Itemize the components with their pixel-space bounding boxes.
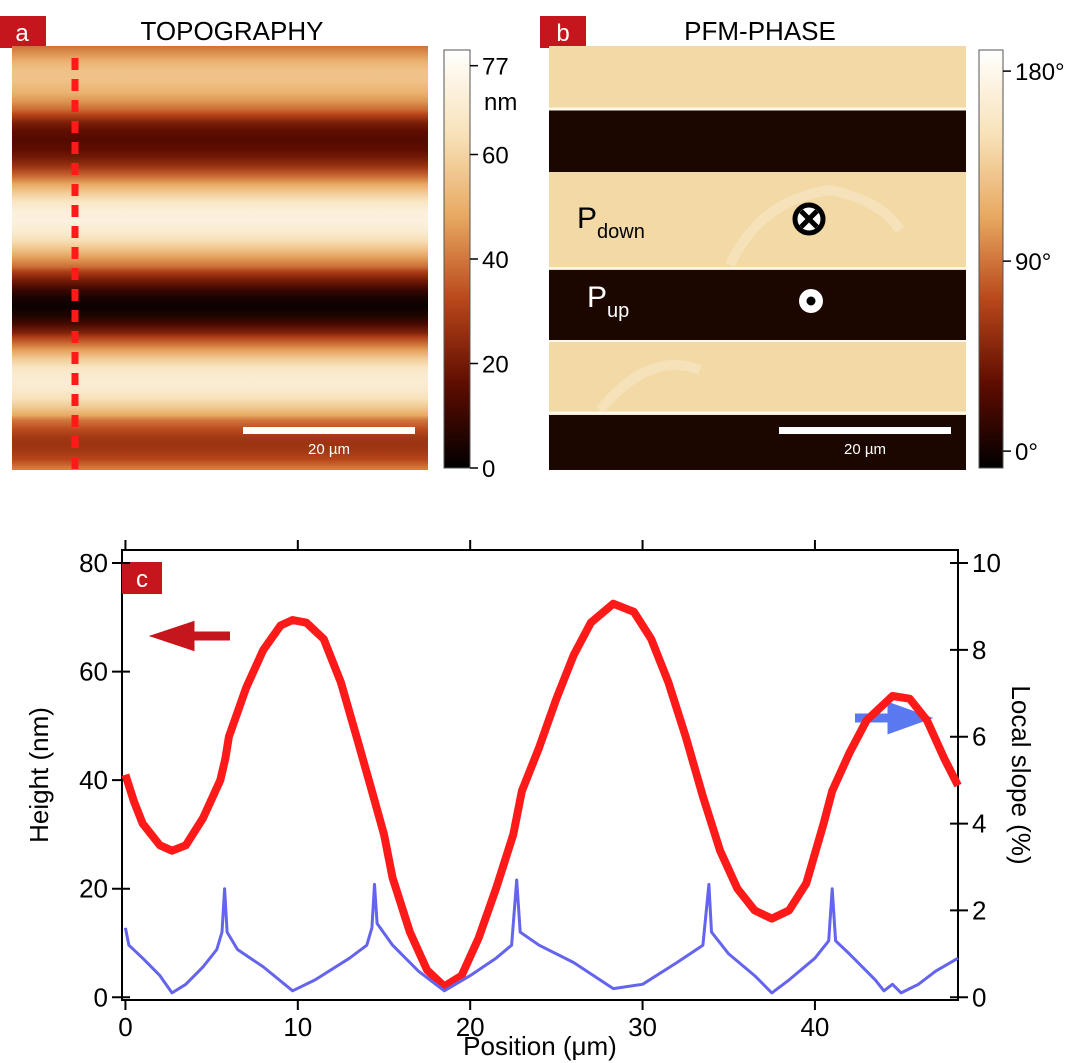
colorbar-tick-label: 77 [482, 54, 509, 81]
y2-tick-label: 10 [972, 548, 1001, 578]
p-up-label: Pup [587, 281, 629, 322]
p-sub: up [607, 300, 629, 322]
panel-title: PFM-PHASE [684, 16, 836, 46]
y-tick-label: 40 [79, 765, 108, 795]
panel-label: a [15, 20, 29, 47]
data-line [121, 599, 962, 991]
panel-title: TOPOGRAPHY [140, 16, 323, 46]
x-tick-label: 10 [283, 1012, 312, 1042]
y2-axis-label: Local slope (%) [1006, 685, 1036, 864]
colorbar-unit: nm [484, 89, 517, 116]
panel-label: c [136, 566, 148, 593]
y-tick-label: 80 [79, 548, 108, 578]
p-sub: down [597, 221, 645, 243]
y2-tick-label: 4 [972, 809, 986, 839]
p-main: P [577, 202, 597, 235]
plot-frame [121, 549, 959, 1001]
scale-bar-label: 20 µm [308, 441, 350, 458]
x-tick-label: 40 [800, 1012, 829, 1042]
panel-label-box [0, 16, 46, 48]
colorbar-tick-label: 40 [482, 247, 509, 274]
into-plane-symbol [792, 202, 826, 236]
p-down-label: Pdown [577, 202, 645, 243]
colorbar-tick-label: 20 [482, 352, 509, 379]
x-axis-label: Position (μm) [463, 1031, 617, 1061]
scale-bar [779, 427, 951, 434]
scale-bar-label: 20 µm [844, 441, 886, 458]
x-tick-label: 20 [456, 1012, 485, 1042]
pfm-image [549, 46, 966, 470]
x-tick-label: 0 [118, 1012, 132, 1042]
colorbar-tick-label: 60 [482, 143, 509, 170]
out-of-plane-symbol [799, 289, 823, 313]
panel-label-box [540, 16, 586, 48]
colorbar-tick-label: 0 [482, 456, 495, 483]
right-axis-arrow [855, 701, 934, 735]
colorbar-tick-label: 0° [1015, 439, 1038, 466]
y2-tick-label: 8 [972, 635, 986, 665]
p-main: P [587, 281, 607, 314]
y-axis-label: Height (nm) [24, 707, 54, 843]
panel-label-box [122, 562, 162, 594]
colorbar [443, 49, 471, 469]
panel-label: b [556, 20, 569, 47]
data-line [123, 878, 959, 995]
y-tick-label: 60 [79, 657, 108, 687]
colorbar [978, 49, 1004, 469]
topography-image [12, 46, 428, 470]
y-tick-label: 0 [94, 982, 108, 1012]
colorbar-tick-label: 90° [1015, 249, 1051, 276]
y-tick-label: 20 [79, 874, 108, 904]
y2-tick-label: 6 [972, 722, 986, 752]
colorbar-tick-label: 180° [1015, 59, 1065, 86]
y2-tick-label: 2 [972, 895, 986, 925]
scale-bar [243, 427, 415, 434]
left-axis-arrow [148, 620, 230, 652]
y2-tick-label: 0 [972, 982, 986, 1012]
x-tick-label: 30 [628, 1012, 657, 1042]
